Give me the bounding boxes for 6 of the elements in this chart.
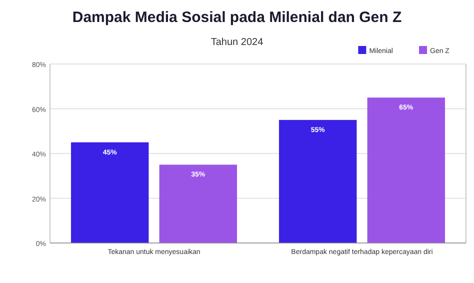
bar — [367, 98, 446, 243]
chart-subtitle: Tahun 2024 — [210, 37, 264, 48]
bar — [70, 142, 149, 243]
bar — [159, 164, 238, 243]
chart-title: Dampak Media Sosial pada Milenial dan Gen Z — [72, 9, 402, 26]
bar — [278, 120, 357, 243]
